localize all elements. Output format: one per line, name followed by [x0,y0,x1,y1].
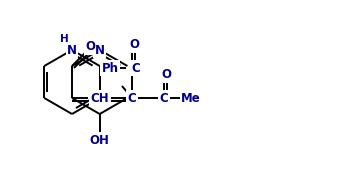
Text: C: C [132,62,140,74]
Text: O: O [161,69,171,81]
Text: N: N [95,43,105,57]
Text: C: C [160,91,168,105]
Text: O: O [85,40,95,54]
Text: C: C [128,91,136,105]
Text: Me: Me [181,91,201,105]
Text: CH: CH [91,91,109,105]
Text: OH: OH [90,134,110,147]
Text: O: O [129,38,139,52]
Text: H: H [60,34,69,44]
Text: Ph: Ph [102,62,119,74]
Text: N: N [67,43,77,57]
